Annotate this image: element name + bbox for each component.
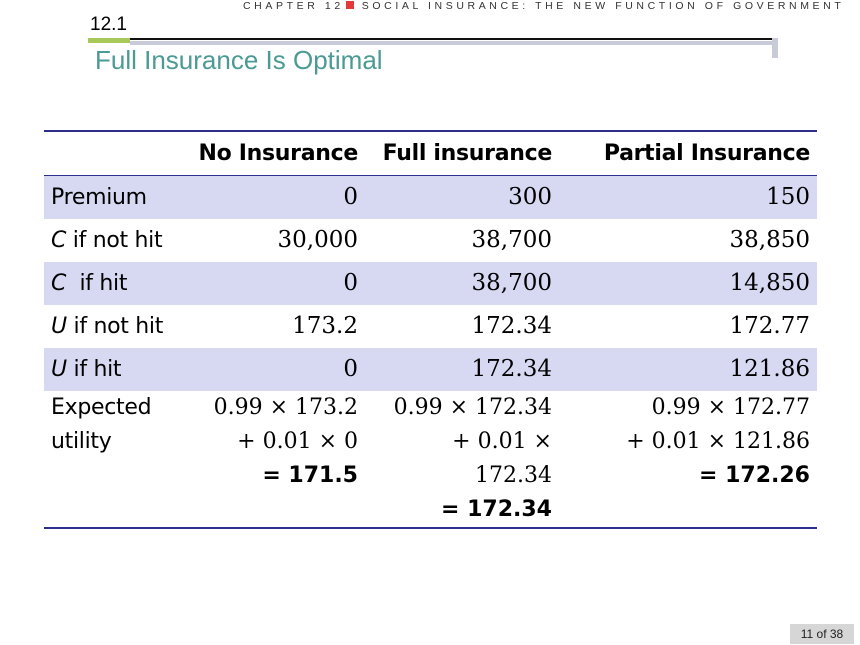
row-label: C if hit (51, 270, 128, 296)
column-header (44, 131, 190, 176)
column-header-no-insurance: No Insurance (190, 131, 365, 176)
formula-line: + 0.01 × 121.86 (626, 428, 810, 454)
table-cell: 0 (343, 356, 358, 382)
expected-utility-no-insurance: 0.99 × 173.2 + 0.01 × 0 = 171.5 (190, 391, 365, 528)
formula-result: = 171.5 (262, 462, 358, 488)
table-header-row: No Insurance Full insurance Partial Insu… (44, 131, 817, 176)
section-number: 12.1 (90, 14, 127, 35)
table-cell: 38,850 (729, 227, 810, 253)
header-rule-shadow (130, 41, 778, 45)
column-header-partial-insurance: Partial Insurance (559, 131, 817, 176)
table-cell: 14,850 (729, 270, 810, 296)
table-cell: 300 (508, 184, 552, 211)
formula-line: 0.99 × 172.34 (393, 394, 552, 420)
expected-utility-label-line: utility (51, 428, 112, 454)
table-cell: 38,700 (471, 270, 552, 296)
table-cell: 38,700 (471, 227, 552, 253)
formula-result: = 172.26 (699, 462, 810, 488)
chapter-label: CHAPTER 12 (243, 0, 344, 12)
formula-line: + 0.01 × (452, 428, 552, 454)
formula-result: = 172.34 (441, 496, 552, 522)
table-cell: 172.77 (729, 313, 810, 339)
insurance-comparison-table: No Insurance Full insurance Partial Insu… (44, 130, 817, 529)
table-row-premium: Premium 0 300 150 (44, 175, 817, 219)
header-rule (130, 38, 775, 40)
row-label: Premium (51, 184, 147, 210)
page-indicator: 11 of 38 (790, 624, 854, 644)
table-row-c-if-not-hit: C if not hit 30,000 38,700 38,850 (44, 219, 817, 262)
row-label: U if not hit (51, 313, 164, 339)
row-label: Expected utility (44, 391, 190, 528)
table-cell: 173.2 (292, 313, 358, 339)
table-cell: 0 (343, 270, 358, 296)
expected-utility-full-insurance: 0.99 × 172.34 + 0.01 × 172.34 = 172.34 (365, 391, 559, 528)
table-cell: 172.34 (471, 313, 552, 339)
row-label: C if not hit (51, 227, 163, 253)
table-row-expected-utility: Expected utility 0.99 × 173.2 + 0.01 × 0… (44, 391, 817, 528)
header-rule-end (772, 38, 778, 58)
chapter-separator-square (345, 1, 354, 9)
table-cell: 0 (343, 184, 358, 211)
formula-line: 0.99 × 173.2 (213, 394, 358, 420)
table-cell: 121.86 (729, 356, 810, 382)
formula-line: + 0.01 × 0 (237, 428, 358, 454)
table-row-u-if-hit: U if hit 0 172.34 121.86 (44, 347, 817, 391)
column-header-full-insurance: Full insurance (365, 131, 559, 176)
table-row-c-if-hit: C if hit 0 38,700 14,850 (44, 261, 817, 305)
expected-utility-label-line: Expected (51, 394, 152, 420)
slide-title: Full Insurance Is Optimal (95, 45, 383, 75)
section-number-underline (88, 38, 130, 43)
table-cell: 172.34 (471, 356, 552, 382)
table-cell: 30,000 (277, 227, 358, 253)
formula-line: 172.34 (475, 462, 552, 488)
expected-utility-partial-insurance: 0.99 × 172.77 + 0.01 × 121.86 = 172.26 (559, 391, 817, 528)
chapter-heading: CHAPTER 12 SOCIAL INSURANCE: THE NEW FUNC… (243, 0, 853, 13)
formula-line: 0.99 × 172.77 (651, 394, 810, 420)
table-cell: 150 (766, 184, 810, 211)
row-label: U if hit (51, 356, 122, 382)
chapter-title: SOCIAL INSURANCE: THE NEW FUNCTION OF GO… (361, 0, 845, 12)
table-row-u-if-not-hit: U if not hit 173.2 172.34 172.77 (44, 305, 817, 348)
